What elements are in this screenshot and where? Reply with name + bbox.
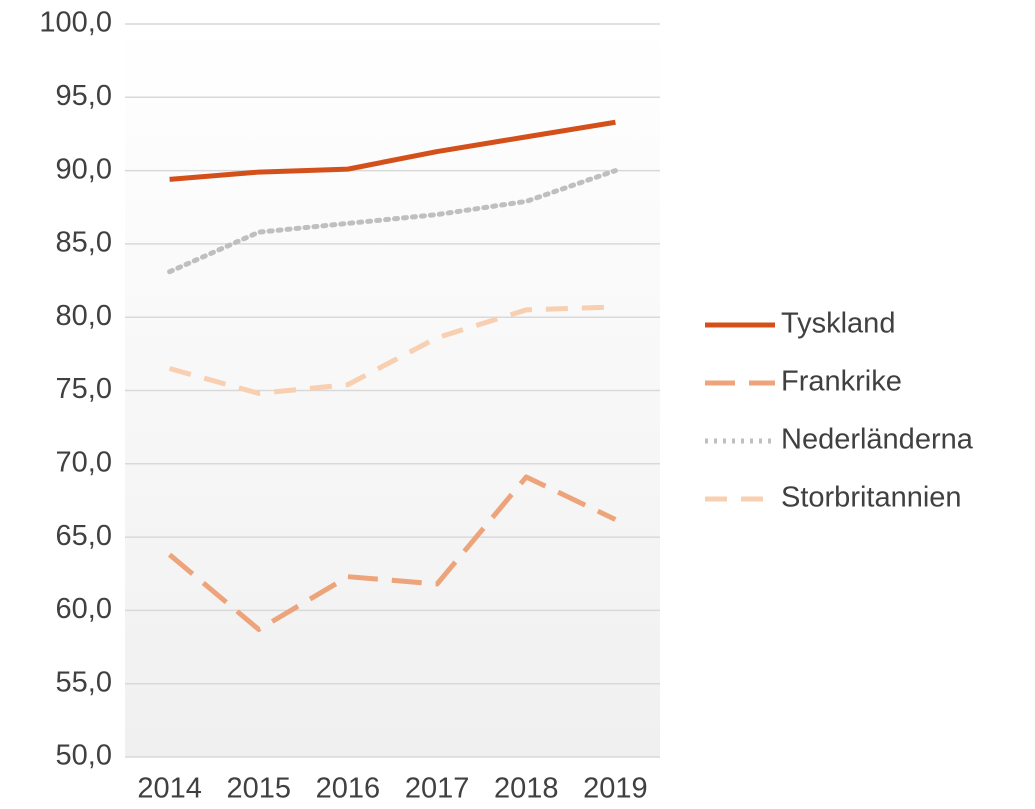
legend-label: Storbritannien bbox=[781, 482, 962, 514]
series-line bbox=[167, 474, 617, 632]
x-tick-label: 2019 bbox=[583, 773, 648, 805]
x-tick-label: 2018 bbox=[494, 773, 559, 805]
x-tick-label: 2014 bbox=[137, 773, 202, 805]
series-line bbox=[169, 119, 616, 182]
y-tick-label: 95,0 bbox=[56, 80, 112, 112]
x-tick-label: 2017 bbox=[405, 773, 470, 805]
series-line bbox=[168, 304, 616, 396]
y-tick-label: 50,0 bbox=[56, 740, 112, 772]
y-tick-label: 100,0 bbox=[39, 7, 112, 39]
y-tick-label: 85,0 bbox=[56, 227, 112, 259]
legend-label: Tyskland bbox=[781, 308, 895, 340]
legend-label: Frankrike bbox=[781, 366, 902, 398]
legend-label: Nederländerna bbox=[781, 424, 974, 456]
x-tick-label: 2015 bbox=[226, 773, 291, 805]
y-tick-label: 60,0 bbox=[56, 593, 112, 625]
x-tick-label: 2016 bbox=[316, 773, 381, 805]
y-tick-label: 80,0 bbox=[56, 300, 112, 332]
y-tick-label: 55,0 bbox=[56, 666, 112, 698]
series-line bbox=[167, 168, 618, 275]
y-tick-label: 90,0 bbox=[56, 153, 112, 185]
y-tick-label: 65,0 bbox=[56, 520, 112, 552]
y-tick-label: 75,0 bbox=[56, 373, 112, 405]
y-tick-label: 70,0 bbox=[56, 446, 112, 478]
